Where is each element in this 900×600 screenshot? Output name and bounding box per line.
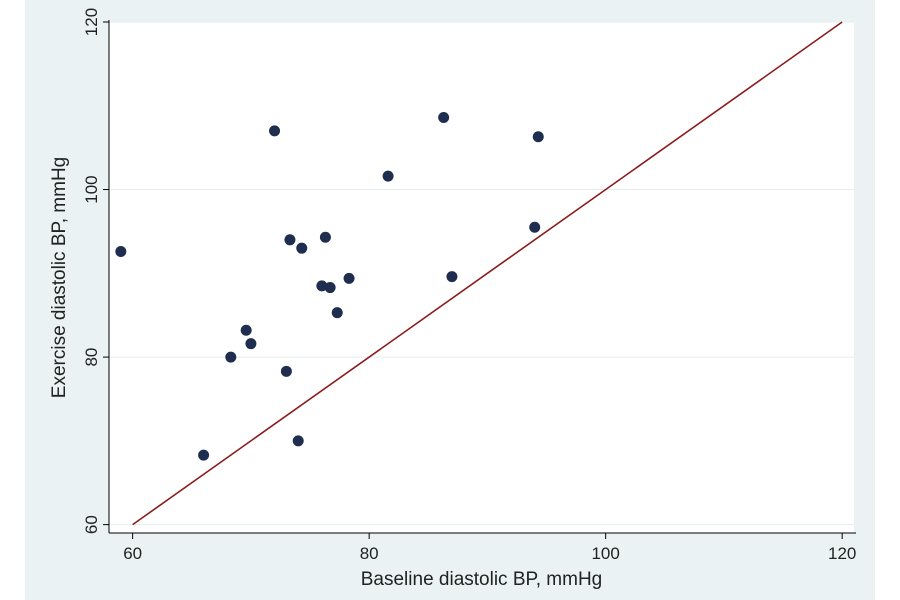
data-point-18 [446,271,458,283]
data-point-1 [115,246,127,258]
data-points [115,111,544,461]
data-point-3 [225,351,237,363]
y-tick-label-80: 80 [82,348,101,367]
data-point-7 [280,365,292,377]
data-point-8 [284,234,296,246]
data-point-4 [240,324,252,336]
data-point-17 [438,111,450,123]
data-point-19 [529,221,541,233]
x-tick-label-60: 60 [123,544,142,563]
data-point-2 [198,449,210,461]
axes: 60 80 100 120 60 80 100 120 [82,8,856,563]
y-tick-label-60: 60 [82,515,101,534]
x-tick-label-100: 100 [591,544,619,563]
data-point-6 [269,125,281,137]
x-axis-title: Baseline diastolic BP, mmHg [361,569,602,590]
data-point-15 [343,272,355,284]
data-point-11 [316,280,328,292]
data-point-12 [319,231,331,243]
data-point-9 [292,435,304,447]
data-point-16 [382,170,394,182]
x-tick-label-120: 120 [828,544,856,563]
data-point-10 [296,242,308,254]
chart-figure: 60 80 100 120 60 80 100 120 Baseline diastolic … [25,0,875,600]
reference-line [132,21,843,526]
scatter-plot: 60 80 100 120 60 80 100 120 Baseline diastolic … [49,8,856,590]
y-tick-label-120: 120 [82,8,101,36]
reference-line-group [132,21,843,526]
data-point-13 [324,282,336,294]
data-point-14 [331,307,343,319]
y-axis-title: Exercise diastolic BP, mmHg [49,157,70,398]
data-point-20 [532,131,544,143]
x-tick-label-80: 80 [360,544,379,563]
y-tick-label-100: 100 [82,175,101,203]
data-point-5 [245,338,257,350]
